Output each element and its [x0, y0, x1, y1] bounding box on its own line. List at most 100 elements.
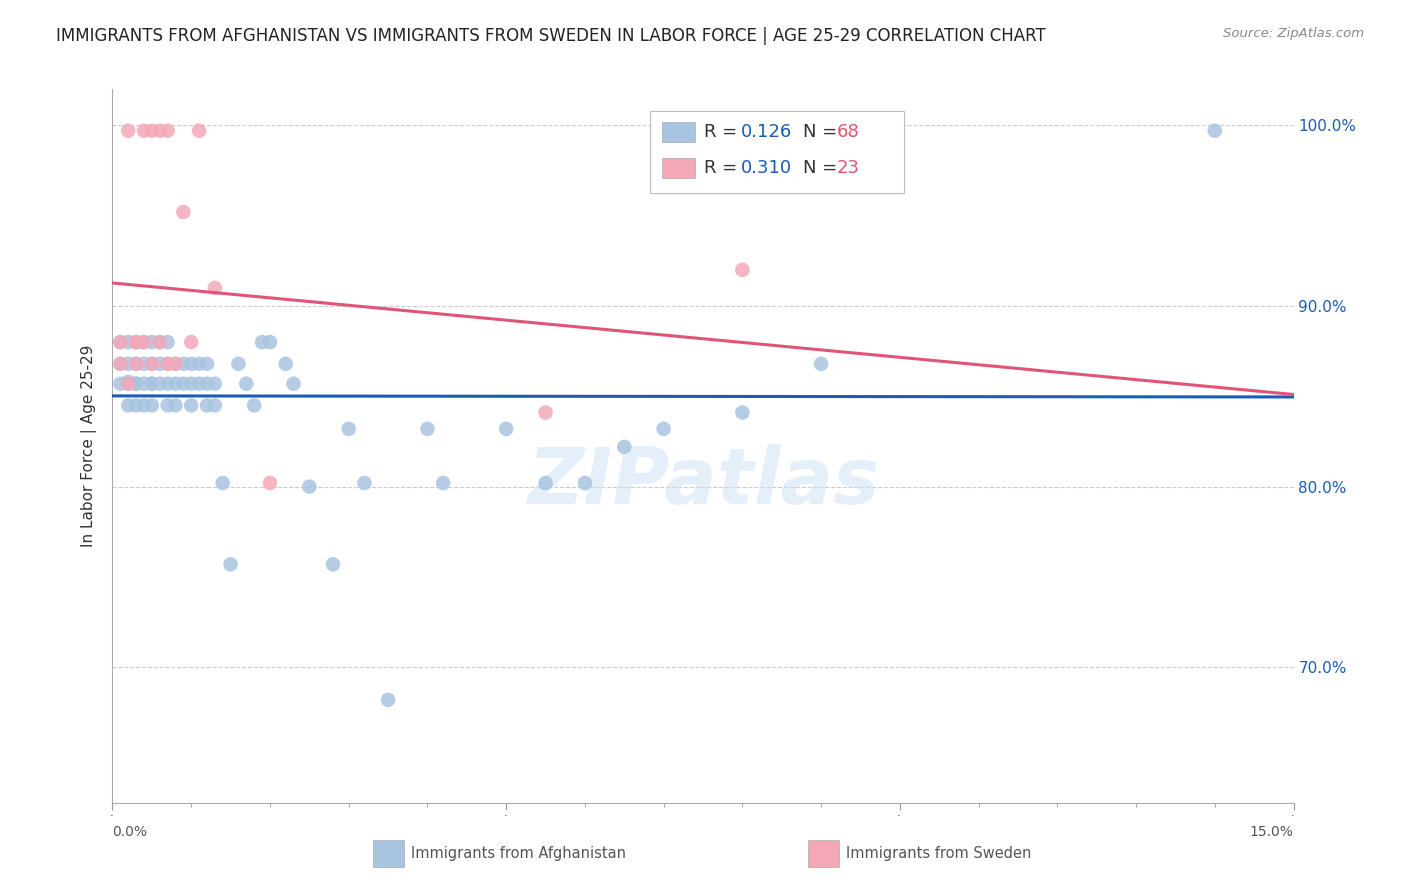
Point	[141, 376, 163, 391]
Point	[117, 124, 139, 138]
Point	[117, 376, 139, 391]
Point	[188, 124, 211, 138]
Text: N =: N =	[803, 159, 844, 177]
Y-axis label: In Labor Force | Age 25-29: In Labor Force | Age 25-29	[80, 345, 97, 547]
Point	[204, 398, 226, 412]
Point	[211, 476, 233, 491]
Point	[652, 422, 675, 436]
Point	[228, 357, 250, 371]
Point	[132, 376, 155, 391]
Point	[149, 376, 172, 391]
FancyBboxPatch shape	[662, 122, 695, 142]
Point	[322, 558, 344, 572]
Point	[731, 263, 754, 277]
Point	[235, 376, 257, 391]
Text: 68: 68	[837, 123, 859, 141]
Point	[117, 376, 139, 391]
Point	[337, 422, 360, 436]
Point	[172, 376, 194, 391]
Point	[117, 398, 139, 412]
Point	[188, 357, 211, 371]
Point	[180, 376, 202, 391]
Point	[125, 376, 148, 391]
Text: R =: R =	[704, 123, 744, 141]
Point	[141, 335, 163, 350]
Point	[141, 376, 163, 391]
Point	[243, 398, 266, 412]
Point	[432, 476, 454, 491]
Point	[156, 357, 179, 371]
Point	[125, 357, 148, 371]
Point	[141, 357, 163, 371]
Text: 0.310: 0.310	[741, 159, 792, 177]
Point	[353, 476, 375, 491]
Point	[149, 357, 172, 371]
Point	[141, 398, 163, 412]
Text: Source: ZipAtlas.com: Source: ZipAtlas.com	[1223, 27, 1364, 40]
Point	[125, 335, 148, 350]
Point	[165, 357, 187, 371]
Text: Immigrants from Afghanistan: Immigrants from Afghanistan	[411, 847, 626, 861]
Point	[195, 376, 218, 391]
Point	[204, 376, 226, 391]
Text: R =: R =	[704, 159, 744, 177]
Point	[117, 335, 139, 350]
Point	[110, 335, 132, 350]
Point	[125, 398, 148, 412]
Point	[180, 398, 202, 412]
Point	[149, 335, 172, 350]
Point	[117, 357, 139, 371]
Point	[250, 335, 273, 350]
Point	[188, 376, 211, 391]
Point	[110, 357, 132, 371]
Point	[132, 398, 155, 412]
Point	[110, 376, 132, 391]
Point	[141, 357, 163, 371]
Point	[165, 398, 187, 412]
Point	[149, 124, 172, 138]
Point	[1204, 124, 1226, 138]
Point	[195, 398, 218, 412]
Point	[172, 205, 194, 219]
Point	[204, 281, 226, 295]
Point	[180, 335, 202, 350]
Point	[125, 376, 148, 391]
Text: 0.126: 0.126	[741, 123, 792, 141]
Point	[195, 357, 218, 371]
Text: IMMIGRANTS FROM AFGHANISTAN VS IMMIGRANTS FROM SWEDEN IN LABOR FORCE | AGE 25-29: IMMIGRANTS FROM AFGHANISTAN VS IMMIGRANT…	[56, 27, 1046, 45]
Point	[156, 124, 179, 138]
Text: Immigrants from Sweden: Immigrants from Sweden	[846, 847, 1032, 861]
Point	[274, 357, 297, 371]
Point	[110, 357, 132, 371]
Text: 15.0%: 15.0%	[1250, 825, 1294, 839]
Point	[165, 357, 187, 371]
Text: N =: N =	[803, 123, 844, 141]
Point	[149, 335, 172, 350]
Point	[416, 422, 439, 436]
Point	[534, 476, 557, 491]
Point	[810, 357, 832, 371]
Point	[219, 558, 242, 572]
Point	[132, 335, 155, 350]
Point	[259, 476, 281, 491]
Point	[156, 398, 179, 412]
Point	[156, 357, 179, 371]
Point	[259, 335, 281, 350]
Point	[110, 335, 132, 350]
Point	[172, 357, 194, 371]
Point	[125, 357, 148, 371]
Point	[125, 335, 148, 350]
Text: 23: 23	[837, 159, 859, 177]
Point	[298, 480, 321, 494]
Point	[125, 335, 148, 350]
Point	[377, 693, 399, 707]
Text: ZIPatlas: ZIPatlas	[527, 443, 879, 520]
Point	[165, 376, 187, 391]
Point	[613, 440, 636, 454]
FancyBboxPatch shape	[650, 111, 904, 193]
Point	[156, 376, 179, 391]
Point	[156, 335, 179, 350]
Point	[132, 335, 155, 350]
Point	[132, 357, 155, 371]
Point	[117, 375, 139, 389]
